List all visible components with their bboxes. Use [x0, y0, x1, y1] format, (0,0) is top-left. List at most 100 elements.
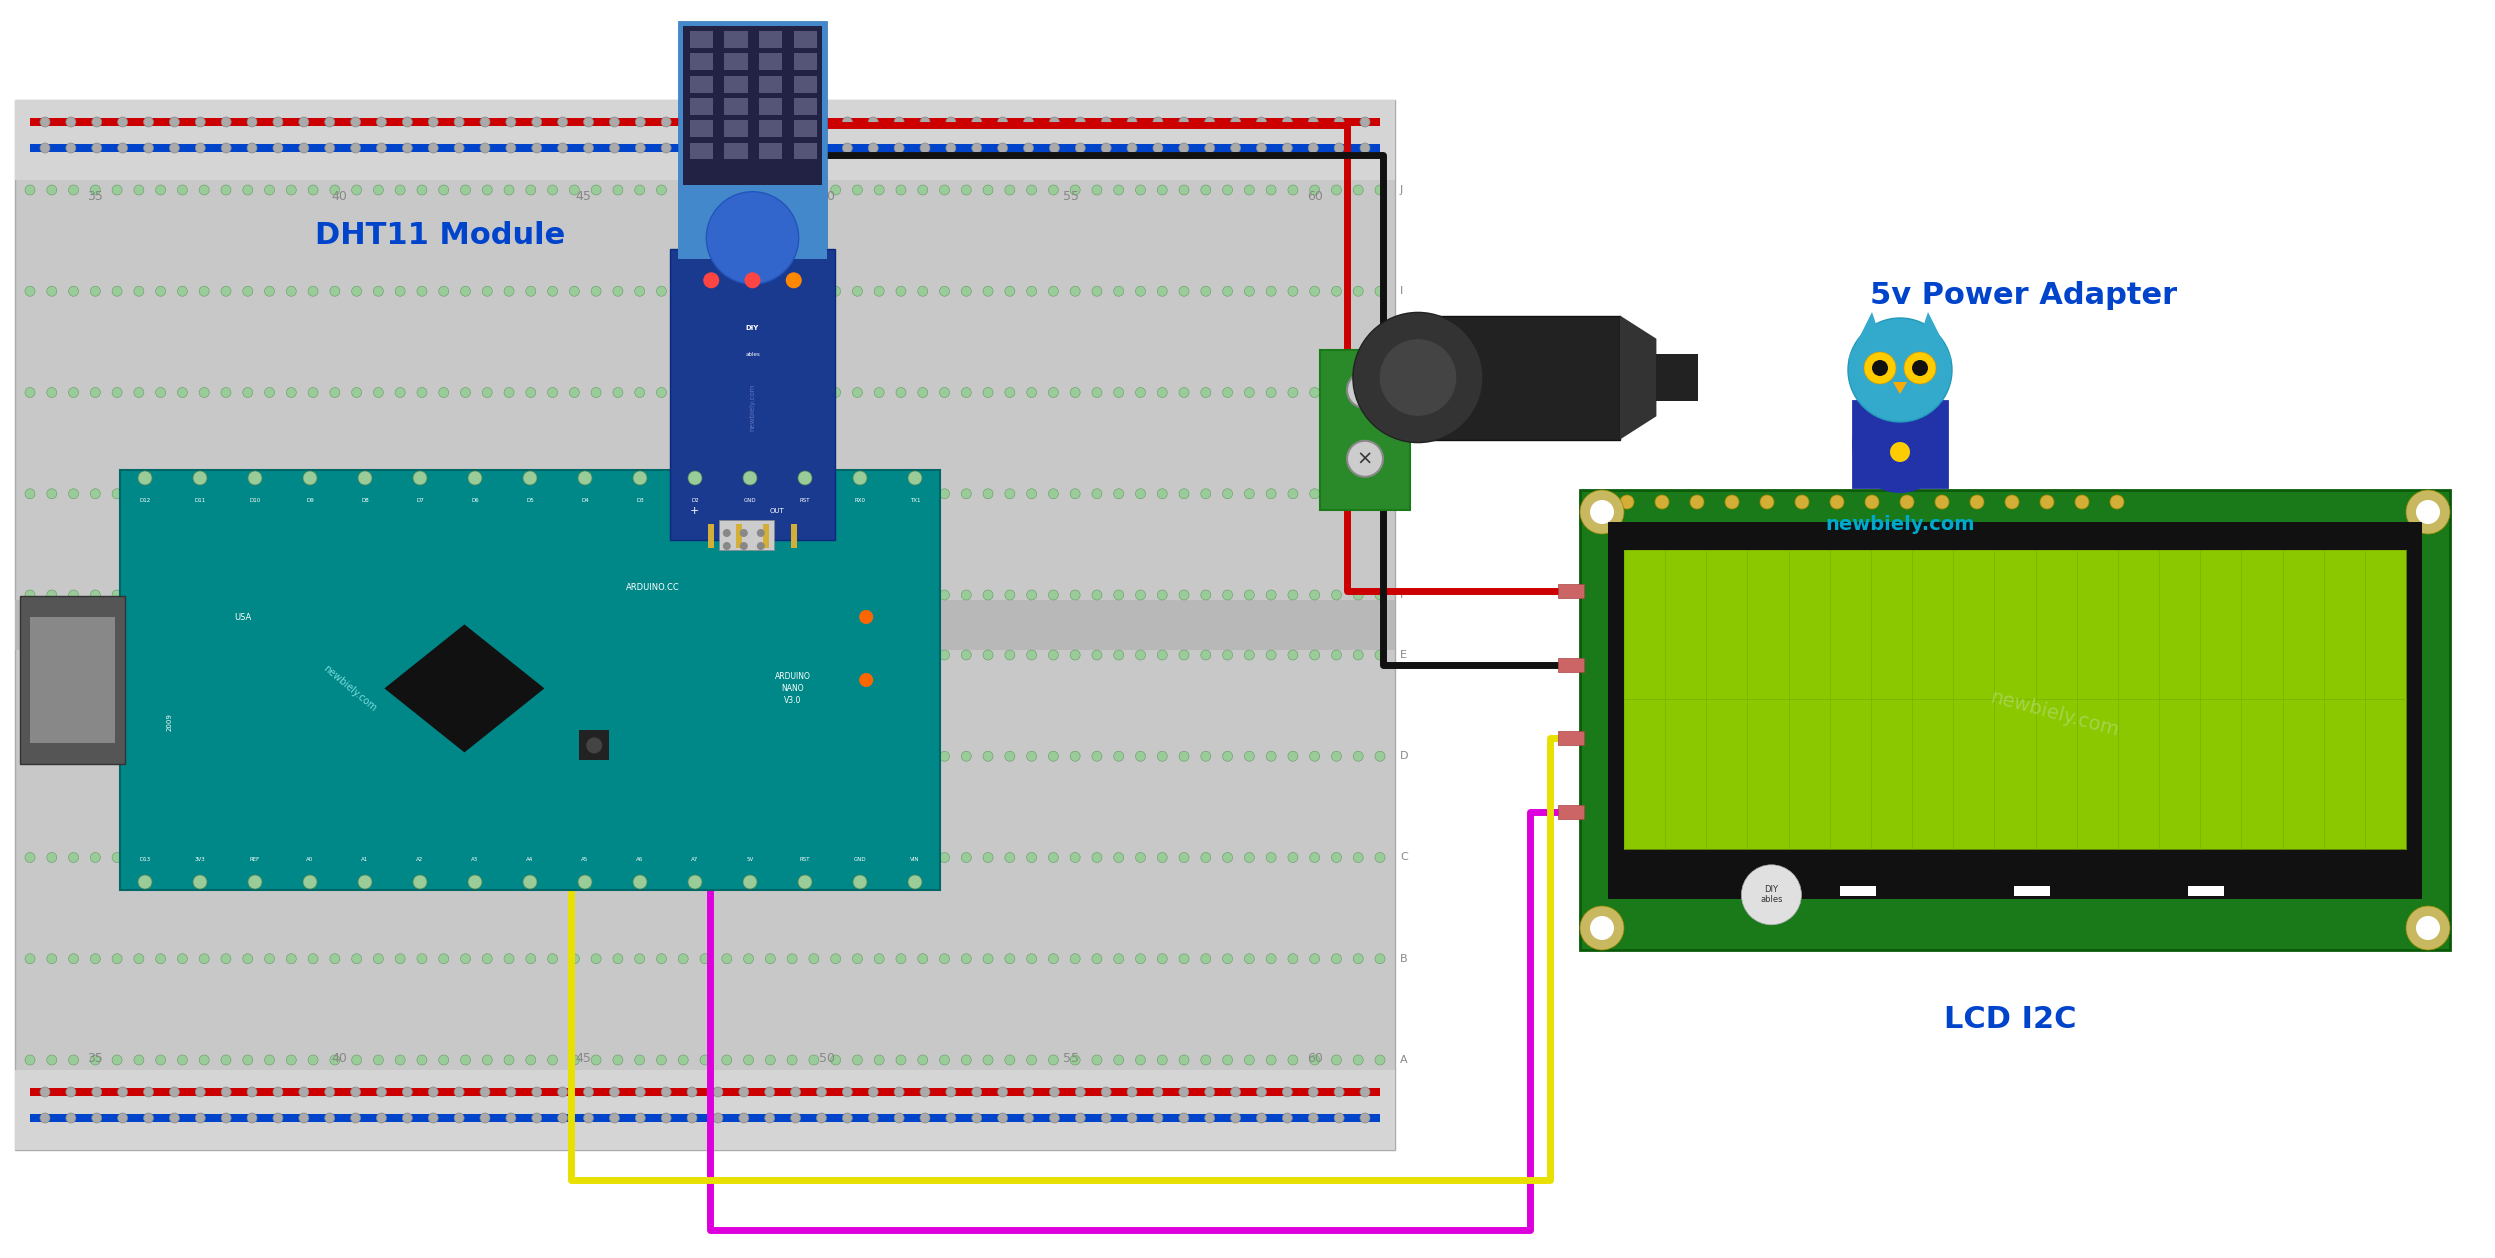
Text: D13: D13 — [140, 857, 150, 862]
Circle shape — [1100, 1113, 1110, 1123]
Circle shape — [983, 185, 993, 195]
Circle shape — [40, 1113, 50, 1123]
Circle shape — [656, 751, 666, 761]
Circle shape — [417, 650, 427, 660]
Circle shape — [352, 117, 362, 127]
Circle shape — [177, 287, 187, 296]
Circle shape — [679, 590, 689, 600]
Circle shape — [661, 1113, 671, 1123]
Circle shape — [155, 590, 165, 600]
Circle shape — [1360, 117, 1370, 127]
Circle shape — [763, 117, 776, 127]
Circle shape — [394, 185, 404, 195]
Circle shape — [462, 590, 472, 600]
Circle shape — [531, 1113, 541, 1123]
Circle shape — [941, 287, 951, 296]
Circle shape — [1093, 185, 1103, 195]
Circle shape — [961, 489, 971, 498]
Circle shape — [634, 489, 644, 498]
Circle shape — [1200, 590, 1210, 600]
Circle shape — [1158, 751, 1168, 761]
Text: 5v Power Adapter: 5v Power Adapter — [1869, 281, 2178, 309]
Circle shape — [858, 673, 873, 687]
Circle shape — [961, 650, 971, 660]
Circle shape — [67, 185, 77, 195]
Circle shape — [402, 1087, 412, 1097]
Circle shape — [634, 1055, 644, 1066]
Circle shape — [25, 590, 35, 600]
Circle shape — [352, 143, 362, 153]
Circle shape — [1005, 954, 1015, 964]
Circle shape — [526, 853, 536, 863]
Circle shape — [526, 954, 536, 964]
Circle shape — [908, 876, 923, 889]
Circle shape — [546, 287, 556, 296]
Circle shape — [1005, 590, 1015, 600]
Circle shape — [634, 954, 644, 964]
Circle shape — [1113, 853, 1123, 863]
Circle shape — [721, 387, 731, 398]
Circle shape — [1287, 590, 1297, 600]
Circle shape — [1375, 489, 1385, 498]
Circle shape — [192, 470, 207, 486]
Circle shape — [1332, 387, 1342, 398]
Circle shape — [192, 876, 207, 889]
Circle shape — [177, 590, 187, 600]
Circle shape — [853, 650, 863, 660]
Circle shape — [1050, 117, 1060, 127]
Circle shape — [661, 143, 671, 153]
Circle shape — [531, 143, 541, 153]
Circle shape — [634, 185, 644, 195]
Circle shape — [766, 590, 776, 600]
Circle shape — [1307, 117, 1317, 127]
Circle shape — [741, 542, 748, 550]
Circle shape — [462, 650, 472, 660]
Circle shape — [1347, 372, 1382, 408]
Bar — [684, 26, 821, 185]
Bar — [793, 31, 816, 48]
Circle shape — [1200, 853, 1210, 863]
Circle shape — [701, 650, 711, 660]
Circle shape — [135, 650, 145, 660]
Circle shape — [831, 853, 841, 863]
Circle shape — [462, 489, 472, 498]
Circle shape — [1352, 751, 1362, 761]
Circle shape — [918, 287, 928, 296]
Circle shape — [1579, 491, 1624, 533]
Bar — [793, 121, 816, 137]
Text: D5: D5 — [526, 498, 534, 503]
Circle shape — [264, 954, 274, 964]
Circle shape — [1245, 185, 1255, 195]
Circle shape — [808, 185, 818, 195]
Circle shape — [1375, 287, 1385, 296]
Circle shape — [1158, 387, 1168, 398]
Circle shape — [67, 1055, 77, 1066]
Circle shape — [961, 590, 971, 600]
Bar — [709, 525, 714, 548]
Circle shape — [1347, 440, 1382, 477]
Circle shape — [439, 287, 449, 296]
Circle shape — [1070, 650, 1080, 660]
Circle shape — [394, 489, 404, 498]
Circle shape — [569, 489, 579, 498]
Circle shape — [117, 117, 127, 127]
Circle shape — [918, 185, 928, 195]
Text: LCD I2C: LCD I2C — [1944, 1005, 2076, 1034]
Circle shape — [971, 143, 981, 153]
Circle shape — [609, 1087, 619, 1097]
Circle shape — [47, 1055, 57, 1066]
Text: newbiely.com: newbiely.com — [322, 663, 379, 713]
Circle shape — [706, 191, 798, 284]
Circle shape — [559, 1113, 569, 1123]
Circle shape — [112, 489, 122, 498]
Circle shape — [506, 1113, 516, 1123]
Circle shape — [831, 954, 841, 964]
Circle shape — [329, 650, 339, 660]
Circle shape — [92, 143, 102, 153]
Circle shape — [961, 853, 971, 863]
Circle shape — [686, 1113, 696, 1123]
Circle shape — [843, 1087, 853, 1097]
Circle shape — [744, 287, 753, 296]
Circle shape — [853, 751, 863, 761]
Circle shape — [242, 1055, 252, 1066]
